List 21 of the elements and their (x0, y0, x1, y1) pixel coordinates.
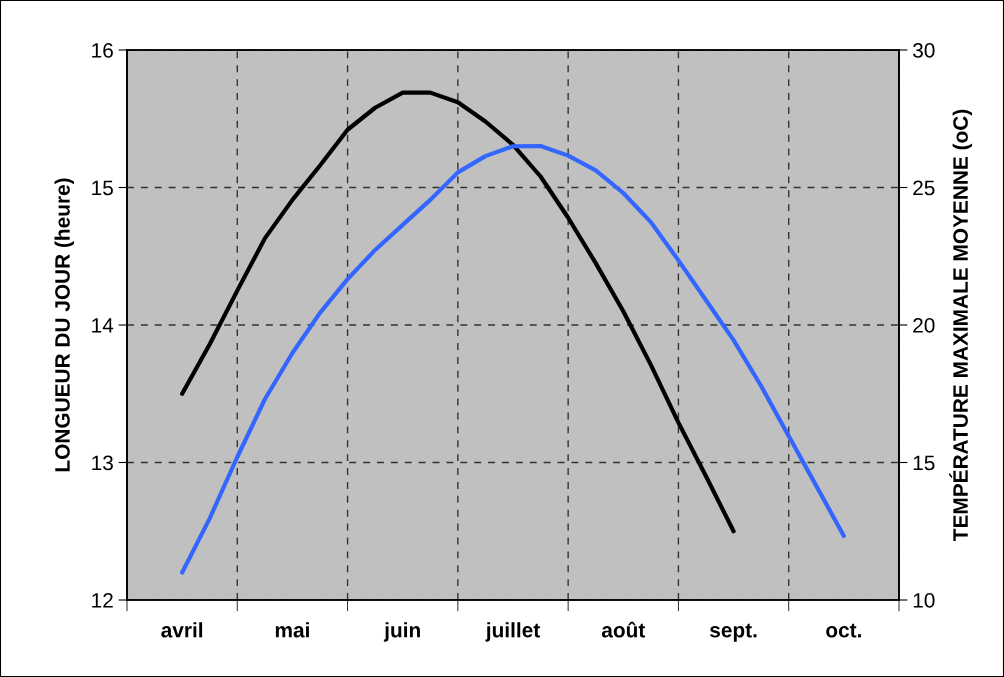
y-tick-label: 14 (92, 318, 114, 333)
y2-tick-label: 15 (913, 455, 935, 471)
y-tick-label: 12 (92, 593, 113, 608)
x-tick-label: juillet (485, 622, 540, 642)
y-tick-label: 16 (92, 43, 113, 58)
x-tick-label: mai (275, 622, 309, 638)
y2-axis-title: TEMPÉRATURE MAXIMALE MOYENNE (oC) (949, 109, 973, 542)
y2-tick-label: 20 (913, 318, 935, 333)
x-tick-label: août (601, 621, 646, 638)
x-tick-label: oct. (826, 623, 861, 638)
y-tick-label: 13 (92, 455, 113, 471)
y2-tick-label: 10 (913, 593, 935, 608)
y2-tick-label: 25 (913, 180, 935, 196)
x-tick-label: sept. (709, 623, 757, 642)
line-series (180, 90, 736, 534)
y2-tick-label: 30 (912, 43, 935, 58)
y-axis-title: LONGUEUR DU JOUR (heure) (54, 178, 74, 472)
x-tick-label: avril (161, 622, 203, 638)
x-tick-label: juin (383, 622, 420, 642)
line-series (180, 143, 846, 575)
y-tick-label: 15 (92, 180, 113, 196)
